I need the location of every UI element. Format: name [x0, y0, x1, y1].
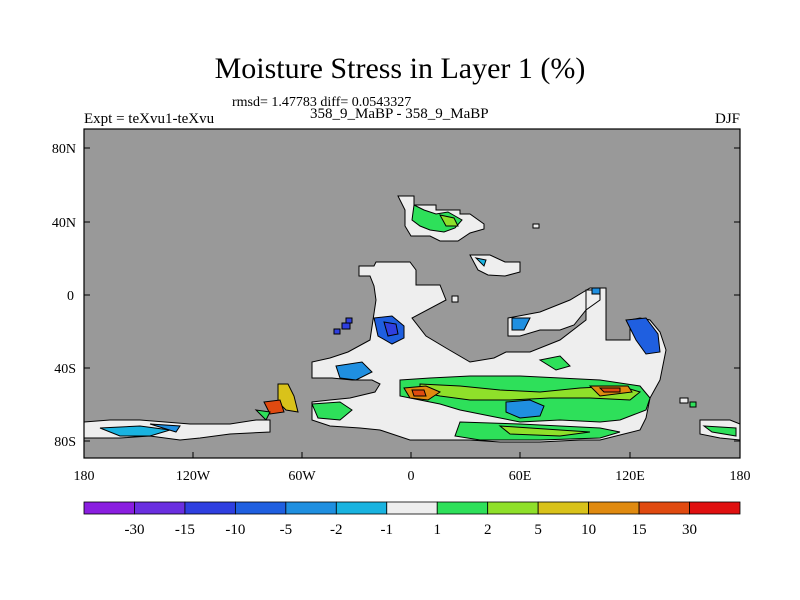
colorbar-label: 1: [433, 522, 441, 538]
colorbar-label: 30: [682, 522, 697, 538]
lon-tick-label: 60W: [288, 469, 316, 484]
colorbar-swatch: [83, 501, 135, 515]
lon-ticks: [83, 452, 741, 458]
colorbar-swatch: [386, 501, 438, 515]
colorbar-label: -5: [280, 522, 293, 538]
colorbar-swatch: [537, 501, 590, 515]
colorbar-swatch: [436, 501, 489, 515]
season-label: DJF: [714, 111, 740, 127]
colorbar-label: -1: [381, 522, 394, 538]
lat-tick-label: 40S: [54, 362, 76, 377]
lat-ticks: [84, 147, 740, 442]
colorbar-label: -30: [124, 522, 144, 538]
colorbar-label: -10: [225, 522, 245, 538]
colorbar-label: -2: [330, 522, 343, 538]
lat-tick-label: 40N: [52, 216, 76, 231]
colorbar: -30 -15 -10 -5 -2 -1 1 2 5 10 15 30: [83, 501, 741, 538]
colorbar-swatch: [134, 501, 186, 515]
colorbar-swatch: [234, 501, 287, 515]
period-label: 358_9_MaBP - 358_9_MaBP: [310, 106, 489, 122]
colorbar-label: 2: [484, 522, 492, 538]
colorbar-label: 5: [534, 522, 542, 538]
colorbar-swatch: [588, 501, 640, 515]
lat-tick-label: 80N: [52, 142, 76, 157]
lon-tick-label: 60E: [509, 469, 532, 484]
colorbar-label: 10: [581, 522, 596, 538]
map-frame: [83, 128, 741, 459]
colorbar-swatch: [285, 501, 337, 515]
lon-tick-label: 120E: [615, 469, 645, 484]
experiment-label: Expt = teXvu1-teXvu: [84, 111, 215, 127]
lat-tick-label: 80S: [54, 435, 76, 450]
colorbar-swatch: [184, 501, 236, 515]
colorbar-swatch: [689, 501, 741, 515]
lon-tick-label: 180: [730, 469, 751, 484]
plot-title: Moisture Stress in Layer 1 (%): [214, 52, 586, 85]
lon-tick-label: 0: [408, 469, 415, 484]
lon-tick-label: 180: [74, 469, 95, 484]
colorbar-label: 15: [632, 522, 647, 538]
colorbar-swatch: [335, 501, 388, 515]
lon-tick-label: 120W: [176, 469, 211, 484]
lat-tick-label: 0: [67, 289, 74, 304]
colorbar-swatch: [487, 501, 539, 515]
colorbar-label: -15: [175, 522, 195, 538]
rmsd-diff-text: rmsd= 1.47783 diff= 0.0543327: [232, 95, 412, 110]
land-regions: [83, 195, 741, 443]
colorbar-swatch: [638, 501, 690, 515]
